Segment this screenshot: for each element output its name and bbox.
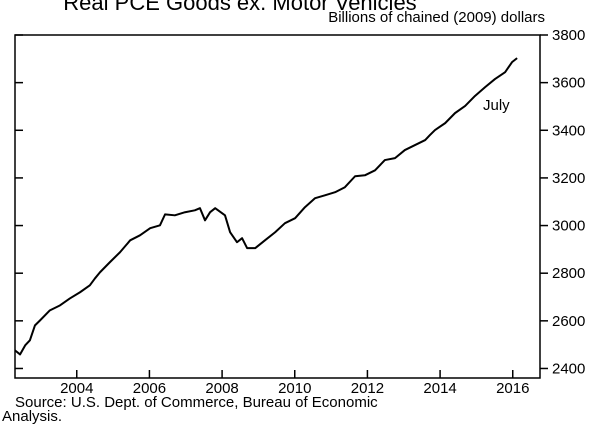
y-tick-label: 2800 xyxy=(552,265,585,282)
annotation: July xyxy=(483,97,510,114)
y-tick-label: 3200 xyxy=(552,170,585,187)
plot-frame xyxy=(14,34,541,379)
line xyxy=(14,57,518,356)
x-tick-label: 2010 xyxy=(278,380,311,397)
x-tick-label: 2014 xyxy=(423,380,456,397)
y-tick-label: 3000 xyxy=(552,218,585,235)
x-tick-label: 2006 xyxy=(133,380,166,397)
chart-title: Real PCE Goods ex. Motor Vehicles xyxy=(63,0,416,15)
y-tick-label: 3800 xyxy=(552,27,585,44)
subtitle: Billions of chained (2009) dollars xyxy=(328,9,545,26)
x-tick-label: 2004 xyxy=(60,380,93,397)
y-tick-label: 3400 xyxy=(552,122,585,139)
x-tick-label: 2012 xyxy=(351,380,384,397)
y-tick-label: 2600 xyxy=(552,313,585,330)
y-tick-label: 2400 xyxy=(552,360,585,377)
x-tick-label: 2008 xyxy=(205,380,238,397)
source-note: Source: U.S. Dept. of Commerce, Bureau o… xyxy=(15,394,378,411)
source-note: Analysis. xyxy=(2,408,62,425)
x-tick-label: 2016 xyxy=(496,380,529,397)
y-tick-label: 3600 xyxy=(552,75,585,92)
